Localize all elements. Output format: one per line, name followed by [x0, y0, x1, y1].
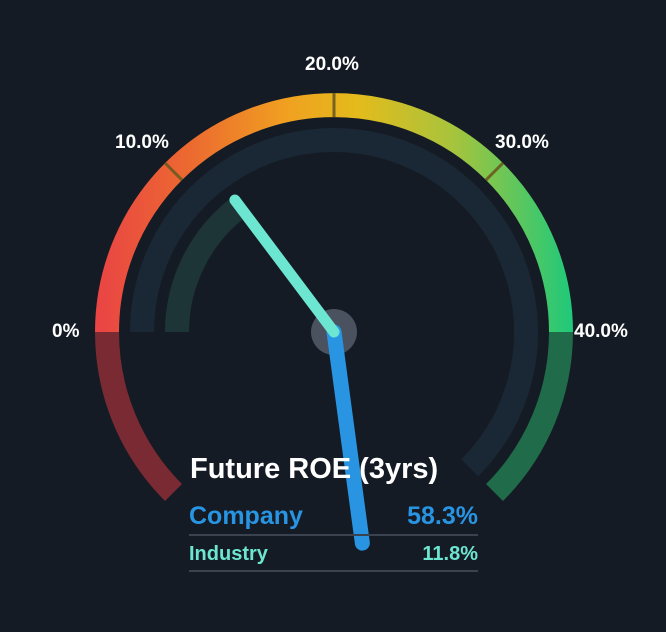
legend-row-company: Company 58.3% — [189, 496, 478, 536]
tick-label: 40.0% — [574, 321, 628, 342]
scale-arc-extension-left — [95, 331, 183, 501]
tick-label: 30.0% — [495, 132, 549, 153]
company-track — [130, 128, 538, 477]
legend: Future ROE (3yrs) Company 58.3% Industry… — [189, 453, 478, 572]
chart-title: Future ROE (3yrs) — [190, 453, 439, 485]
legend-company-name: Company — [189, 501, 303, 530]
company-needle — [326, 324, 370, 551]
tick-label: 10.0% — [115, 132, 169, 153]
tick-label: 20.0% — [305, 54, 359, 75]
legend-company-value: 58.3% — [407, 501, 478, 530]
legend-industry-value: 11.8% — [422, 542, 478, 565]
tick-mark — [163, 161, 184, 182]
tick-mark — [484, 161, 505, 182]
industry-needle — [229, 194, 340, 338]
tick-label: 0% — [52, 321, 80, 342]
industry-track — [165, 196, 248, 333]
legend-row-industry: Industry 11.8% — [189, 536, 478, 572]
scale-arc-extension-right — [485, 331, 573, 501]
legend-industry-name: Industry — [189, 542, 268, 565]
